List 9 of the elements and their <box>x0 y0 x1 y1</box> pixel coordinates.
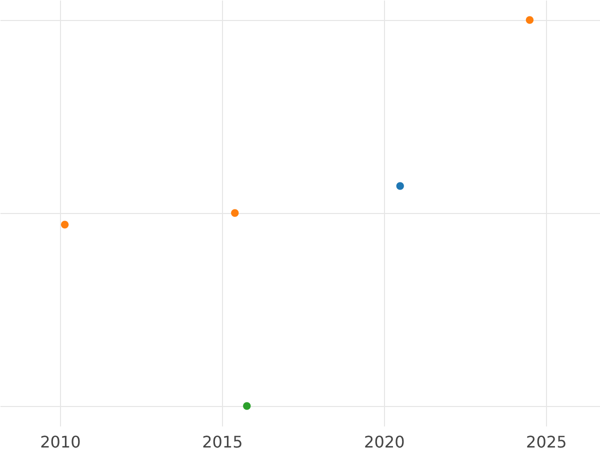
point <box>526 16 534 24</box>
x-tick-label: 2020 <box>364 432 405 450</box>
x-tick-label: 2010 <box>40 432 81 450</box>
point <box>242 402 251 410</box>
x-tick-label: 2015 <box>202 432 243 450</box>
x-tick-label: 2025 <box>526 432 567 450</box>
point <box>60 220 69 228</box>
point <box>231 209 239 217</box>
point <box>396 182 404 190</box>
